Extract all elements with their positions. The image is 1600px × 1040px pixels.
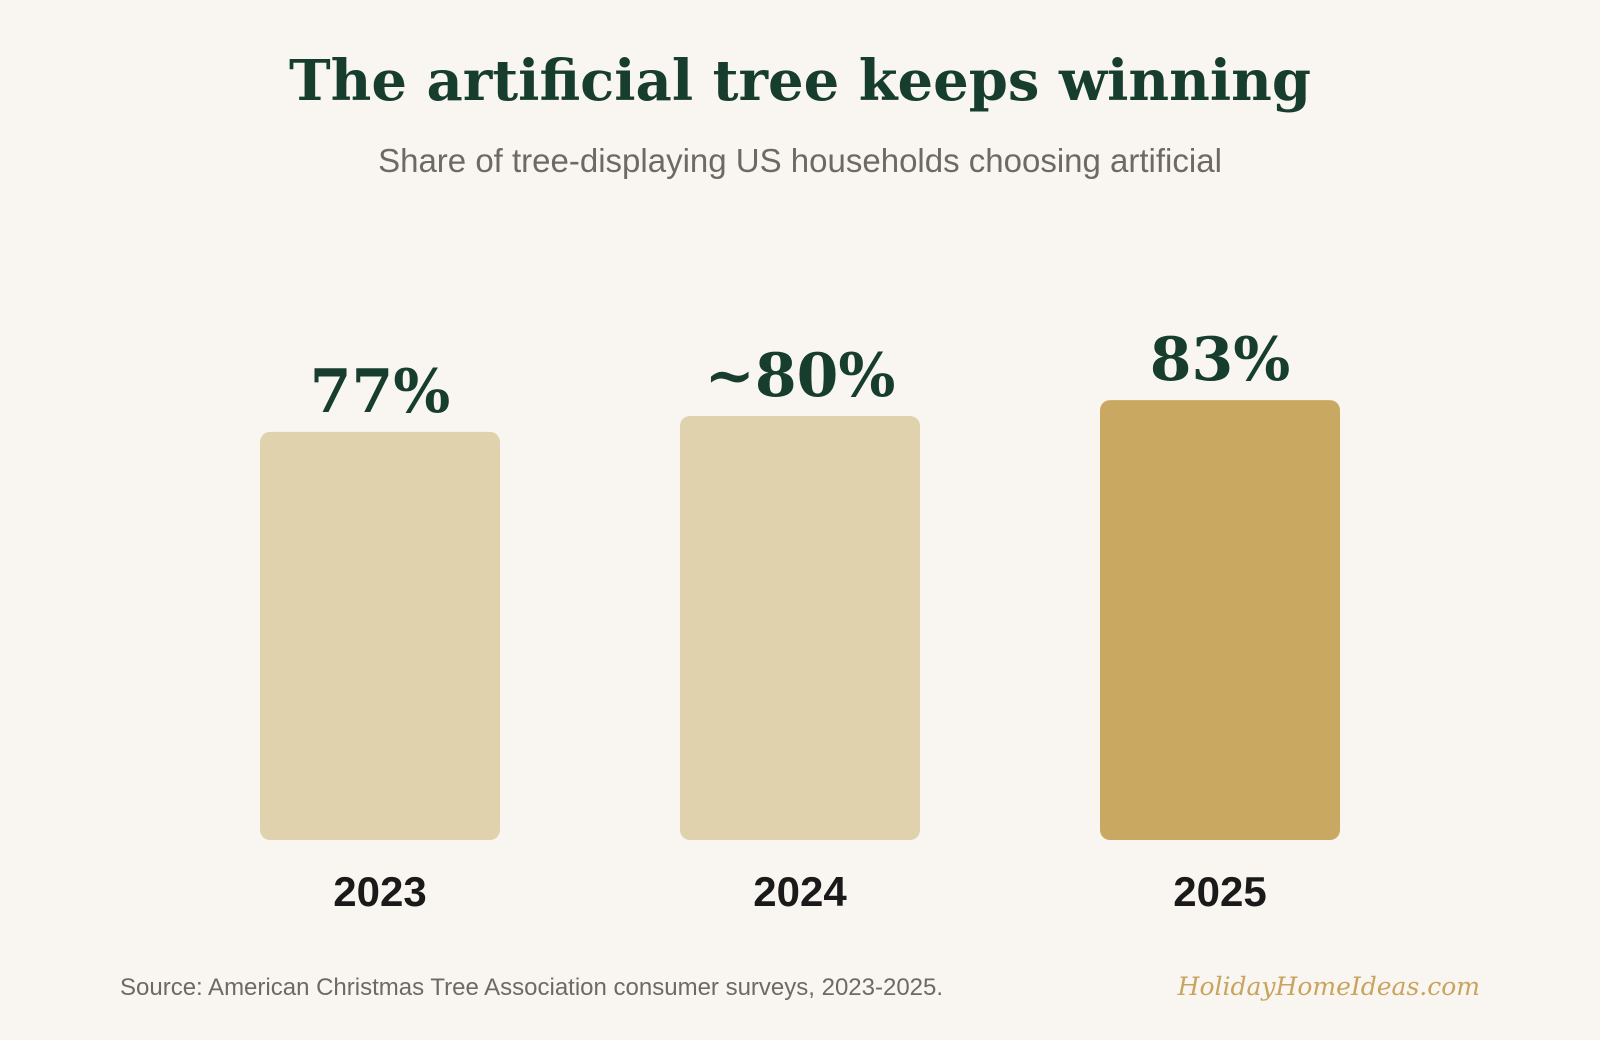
chart-title: The artificial tree keeps winning xyxy=(289,48,1311,114)
chart-subtitle: Share of tree-displaying US households c… xyxy=(378,142,1222,179)
category-label-2024: 2024 xyxy=(753,868,847,915)
value-label-2023: 77% xyxy=(310,357,451,427)
bar-2024 xyxy=(680,416,920,840)
value-label-2025: 83% xyxy=(1150,325,1291,395)
bar-2023 xyxy=(260,431,500,840)
source-note: Source: American Christmas Tree Associat… xyxy=(120,974,944,1001)
brand-link[interactable]: HolidayHomeIdeas.com xyxy=(1177,972,1480,1001)
category-label-2023: 2023 xyxy=(333,868,426,915)
value-label-2024: ~80% xyxy=(705,341,896,411)
bar-2025 xyxy=(1100,400,1340,840)
category-label-2025: 2025 xyxy=(1173,868,1266,915)
